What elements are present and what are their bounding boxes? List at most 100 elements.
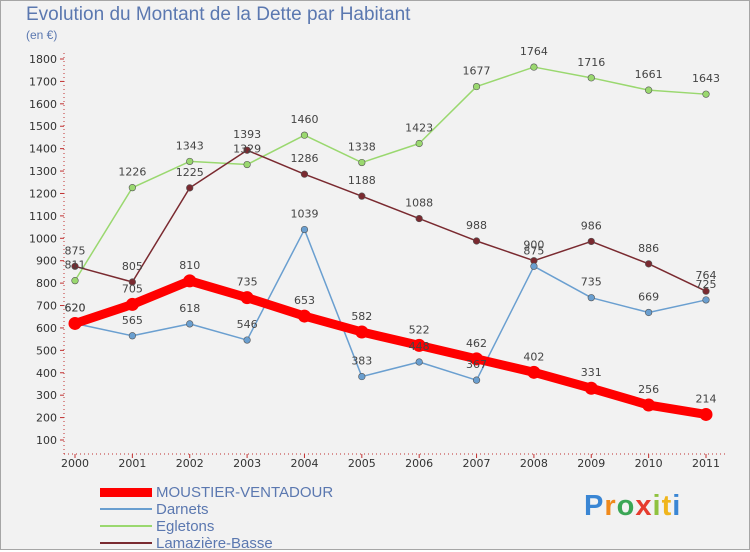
data-label: 988 xyxy=(466,219,487,232)
data-point xyxy=(472,376,481,384)
y-tick-label: 1000 xyxy=(29,232,57,245)
y-tick-label: 800 xyxy=(36,277,57,290)
data-label: 875 xyxy=(523,244,544,257)
data-label: 900 xyxy=(523,239,544,252)
x-tick-label: 2005 xyxy=(348,457,376,470)
series-line-lamazi-re-basse xyxy=(74,149,707,292)
data-point xyxy=(587,74,595,82)
y-tick-label: 400 xyxy=(36,367,57,380)
data-point xyxy=(128,278,136,286)
data-point xyxy=(470,352,484,366)
data-label: 620 xyxy=(65,301,86,314)
y-tick-label: 500 xyxy=(36,344,57,357)
legend-label: Egletons xyxy=(156,518,215,535)
data-point xyxy=(642,398,656,412)
data-label: 1226 xyxy=(118,166,146,179)
series-line-darnets xyxy=(74,228,707,381)
data-label: 383 xyxy=(351,355,372,368)
data-point xyxy=(297,309,311,323)
data-label: 1716 xyxy=(577,56,605,69)
data-label: 1460 xyxy=(290,113,318,126)
logo-letter: i xyxy=(672,490,682,522)
x-tick-label: 2007 xyxy=(463,457,491,470)
data-point xyxy=(68,316,82,330)
data-point xyxy=(587,294,595,302)
data-point xyxy=(645,308,653,317)
chart-unit-label: (en €) xyxy=(26,28,58,42)
y-tick-label: 1800 xyxy=(29,53,57,66)
data-point xyxy=(415,214,423,223)
data-label: 810 xyxy=(179,259,200,272)
data-label: 875 xyxy=(65,244,86,257)
data-label: 462 xyxy=(466,337,487,350)
x-tick-label: 2006 xyxy=(405,457,433,470)
data-label: 1188 xyxy=(348,174,376,187)
data-label: 402 xyxy=(523,350,544,363)
data-point xyxy=(702,90,710,98)
data-label: 669 xyxy=(638,290,659,303)
data-label: 1677 xyxy=(463,65,491,78)
data-label: 1643 xyxy=(692,72,720,85)
y-tick-label: 700 xyxy=(36,300,57,313)
data-point xyxy=(243,160,251,169)
data-label: 1393 xyxy=(233,128,261,141)
data-point xyxy=(530,63,538,71)
data-label: 811 xyxy=(65,259,86,272)
y-tick-label: 1300 xyxy=(29,165,57,178)
data-label: 735 xyxy=(237,276,258,289)
data-label: 725 xyxy=(696,278,717,291)
data-label: 1088 xyxy=(405,197,433,210)
data-point xyxy=(355,325,369,339)
data-point xyxy=(71,262,79,270)
data-label: 620 xyxy=(65,301,86,314)
data-label: 805 xyxy=(122,260,143,273)
y-tick-label: 900 xyxy=(36,255,57,268)
y-tick-label: 200 xyxy=(36,412,57,425)
data-point xyxy=(300,225,309,234)
y-tick-label: 600 xyxy=(36,322,57,335)
data-point xyxy=(186,320,194,328)
data-label: 1661 xyxy=(635,68,663,81)
logo-letter: x xyxy=(635,490,653,522)
data-label: 1286 xyxy=(290,152,318,165)
data-point xyxy=(415,139,423,148)
series-line-egletons xyxy=(74,66,707,282)
data-point xyxy=(128,184,136,192)
data-point xyxy=(186,184,194,192)
data-point xyxy=(358,372,366,381)
legend-swatch xyxy=(100,542,152,544)
data-label: 1329 xyxy=(233,143,261,156)
data-point xyxy=(587,237,595,246)
y-tick-label: 1400 xyxy=(29,143,57,156)
series-lines xyxy=(68,63,713,421)
data-point xyxy=(186,157,194,166)
data-point xyxy=(125,297,139,311)
data-point xyxy=(71,277,79,285)
data-label: 618 xyxy=(179,302,200,315)
data-label: 565 xyxy=(122,314,143,327)
legend-swatch xyxy=(100,508,152,510)
data-label: 764 xyxy=(696,269,717,282)
data-label: 735 xyxy=(581,276,602,289)
series-line-moustier-ventadour xyxy=(70,276,711,419)
chart-axes: 100 200 300 400 500 600 700 800 900 1000 1100 1200 1… xyxy=(29,50,728,470)
data-point xyxy=(702,287,710,295)
data-point xyxy=(530,262,538,270)
data-point xyxy=(300,170,309,178)
y-tick-label: 1600 xyxy=(29,98,57,111)
data-label: 546 xyxy=(237,318,258,331)
data-point xyxy=(415,358,423,366)
logo-letter: r xyxy=(604,490,617,522)
data-point xyxy=(584,381,598,395)
data-point xyxy=(472,237,481,245)
data-label: 1764 xyxy=(520,45,548,58)
data-point xyxy=(243,336,251,344)
y-tick-label: 100 xyxy=(36,434,57,447)
data-label: 1343 xyxy=(176,139,204,152)
data-label: 1039 xyxy=(290,208,318,221)
x-tick-label: 2011 xyxy=(692,457,720,470)
data-label: 331 xyxy=(581,366,602,379)
y-tick-label: 300 xyxy=(36,389,57,402)
